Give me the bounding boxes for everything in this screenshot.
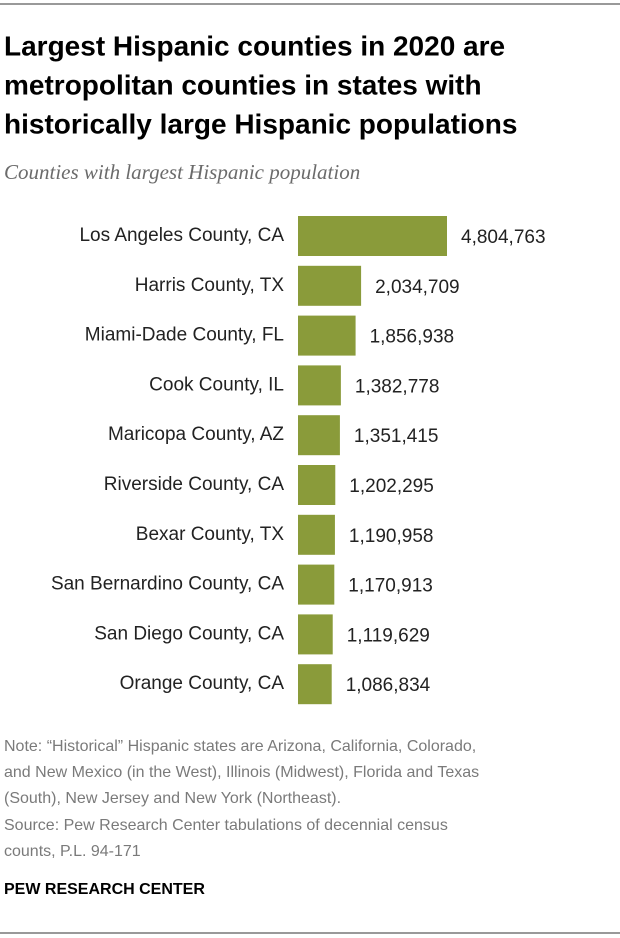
value-label: 1,119,629 — [347, 625, 430, 646]
source: counts, P.L. 94-171 — [4, 843, 141, 860]
bar — [298, 415, 340, 456]
note: Note: “Historical” Hispanic states are A… — [4, 738, 476, 755]
category-label: Los Angeles County, CA — [79, 225, 284, 246]
note: (South), New Jersey and New York (Northe… — [4, 790, 341, 807]
category-label: Harris County, TX — [135, 275, 285, 296]
bar — [298, 216, 447, 256]
bar — [298, 514, 335, 555]
value-label: 1,190,958 — [349, 526, 434, 547]
category-label: San Bernardino County, CA — [51, 574, 284, 595]
value-label: 4,804,763 — [461, 227, 546, 248]
chart-title: historically large Hispanic populations — [4, 108, 517, 139]
category-label: San Diego County, CA — [94, 623, 284, 644]
value-label: 1,351,415 — [354, 426, 439, 447]
note: and New Mexico (in the West), Illinois (… — [4, 764, 479, 781]
category-label: Maricopa County, AZ — [108, 424, 284, 445]
bar — [298, 664, 332, 705]
bar — [298, 465, 336, 505]
bar — [298, 614, 333, 655]
bar — [298, 365, 341, 406]
bar — [298, 564, 335, 605]
value-label: 1,086,834 — [346, 675, 431, 696]
category-label: Riverside County, CA — [104, 474, 285, 495]
value-label: 1,856,938 — [370, 327, 455, 348]
bar — [298, 315, 356, 356]
category-label: Miami-Dade County, FL — [85, 325, 284, 346]
category-label: Bexar County, TX — [136, 524, 285, 545]
category-label: Cook County, IL — [149, 374, 284, 395]
footer: PEW RESEARCH CENTER — [4, 881, 205, 898]
category-label: Orange County, CA — [120, 673, 285, 694]
value-label: 1,202,295 — [349, 476, 434, 497]
bar — [298, 265, 362, 306]
value-label: 2,034,709 — [375, 277, 460, 298]
value-label: 1,170,913 — [348, 576, 433, 597]
chart-title: metropolitan counties in states with — [4, 69, 482, 100]
value-label: 1,382,778 — [355, 376, 440, 397]
chart-subtitle: Counties with largest Hispanic populatio… — [4, 160, 360, 184]
chart-title: Largest Hispanic counties in 2020 are — [4, 30, 505, 61]
source: Source: Pew Research Center tabulations … — [4, 817, 448, 834]
